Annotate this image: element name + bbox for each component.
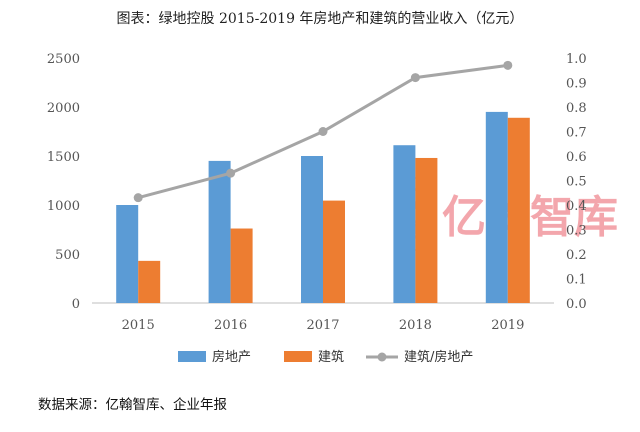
x-tick-label: 2016 [214,318,247,333]
y-right-tick-label: 0.0 [566,297,587,312]
y-right-tick-label: 0.3 [566,224,587,239]
y-left-tick-label: 1000 [47,199,80,214]
y-right-tick-label: 0.4 [566,199,587,214]
y-right-tick-label: 0.5 [566,175,587,190]
x-tick-label: 2015 [122,318,155,333]
y-left-tick-label: 2500 [47,52,80,67]
chart-legend: 房地产 建筑 建筑/房地产 [178,349,473,365]
bar-construction [230,228,253,303]
y-right-tick-label: 0.9 [566,77,587,92]
bar-real-estate [116,205,139,303]
bar-construction [323,200,345,303]
ratio-line-point [133,193,143,203]
bar-real-estate [485,111,508,304]
ratio-line-point [318,127,328,136]
legend-label: 建筑 [318,349,344,365]
bar-construction [415,157,438,303]
y-left-tick-label: 1500 [47,150,80,165]
x-tick-label: 2018 [399,318,432,333]
y-right-tick-label: 0.8 [566,101,587,116]
x-tick-label: 2017 [306,318,339,333]
bar-real-estate [393,145,416,303]
bar-construction [138,260,161,303]
y-right-tick-label: 0.7 [566,126,587,141]
legend-swatch [178,351,206,362]
y-right-tick-label: 0.6 [566,150,587,165]
chart-ratio-line [133,60,513,203]
y-right-tick-label: 1.0 [566,52,587,67]
legend-swatch [284,351,312,362]
y-left-tick-label: 2000 [47,101,80,116]
bar-real-estate [301,156,323,303]
y-right-tick-label: 0.1 [566,273,587,288]
x-tick-label: 2019 [491,318,524,333]
bar-construction [507,117,530,303]
ratio-line-point [503,60,513,70]
legend-line-marker [377,352,387,362]
chart-bars [116,111,530,304]
y-right-tick-label: 0.2 [566,248,587,263]
bar-real-estate [208,160,231,303]
source-note: 数据来源：亿翰智库、企业年报 [38,397,227,413]
watermark-text: 亿翰智库 [442,192,618,243]
ratio-line-point [226,168,236,178]
ratio-line-point [410,73,420,83]
y-left-tick-label: 0 [72,297,80,312]
chart-title: 图表：绿地控股 2015-2019 年房地产和建筑的营业收入（亿元） [116,11,524,27]
legend-label: 房地产 [212,349,251,365]
y-left-tick-label: 500 [55,248,80,263]
legend-label: 建筑/房地产 [404,349,473,365]
